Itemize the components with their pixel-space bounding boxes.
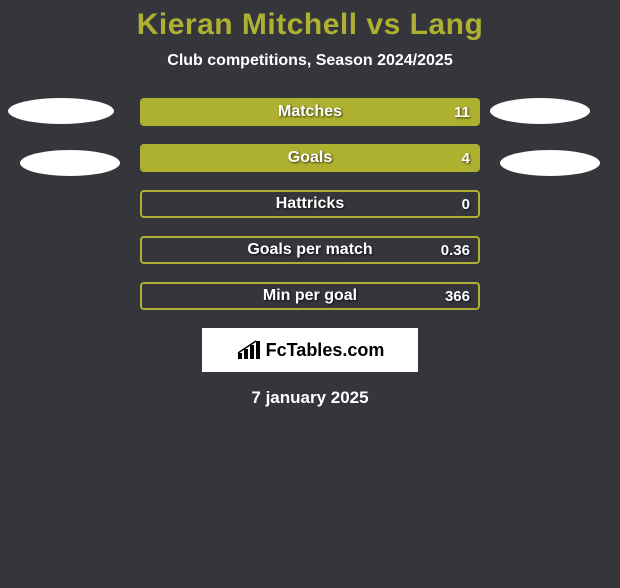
player-photo-placeholder <box>500 150 600 176</box>
stat-row: Hattricks0 <box>140 190 480 218</box>
stat-value: 366 <box>445 284 470 308</box>
fctables-logo[interactable]: FcTables.com <box>202 328 418 372</box>
stat-label: Matches <box>142 100 478 124</box>
stat-value: 4 <box>462 146 470 170</box>
player-photo-placeholder <box>20 150 120 176</box>
stats-bar-list: Matches11 Goals4 Hattricks0 Goals per match… <box>140 98 480 310</box>
stat-row: Matches11 <box>140 98 480 126</box>
stat-label: Min per goal <box>142 284 478 308</box>
stat-label: Hattricks <box>142 192 478 216</box>
stat-label: Goals per match <box>142 238 478 262</box>
page-title: Kieran Mitchell vs Lang <box>0 8 620 42</box>
stat-value: 0 <box>462 192 470 216</box>
stat-row: Goals per match0.36 <box>140 236 480 264</box>
stat-value: 11 <box>454 100 470 124</box>
page-subtitle: Club competitions, Season 2024/2025 <box>0 52 620 70</box>
player-photo-placeholder <box>8 98 114 124</box>
stat-row: Goals4 <box>140 144 480 172</box>
bar-chart-icon <box>236 339 262 361</box>
stat-value: 0.36 <box>441 238 470 262</box>
stat-label: Goals <box>142 146 478 170</box>
comparison-area: Matches11 Goals4 Hattricks0 Goals per match… <box>0 98 620 310</box>
snapshot-date: 7 january 2025 <box>0 388 620 408</box>
player-photo-placeholder <box>490 98 590 124</box>
stat-row: Min per goal366 <box>140 282 480 310</box>
logo-text: FcTables.com <box>266 340 385 361</box>
